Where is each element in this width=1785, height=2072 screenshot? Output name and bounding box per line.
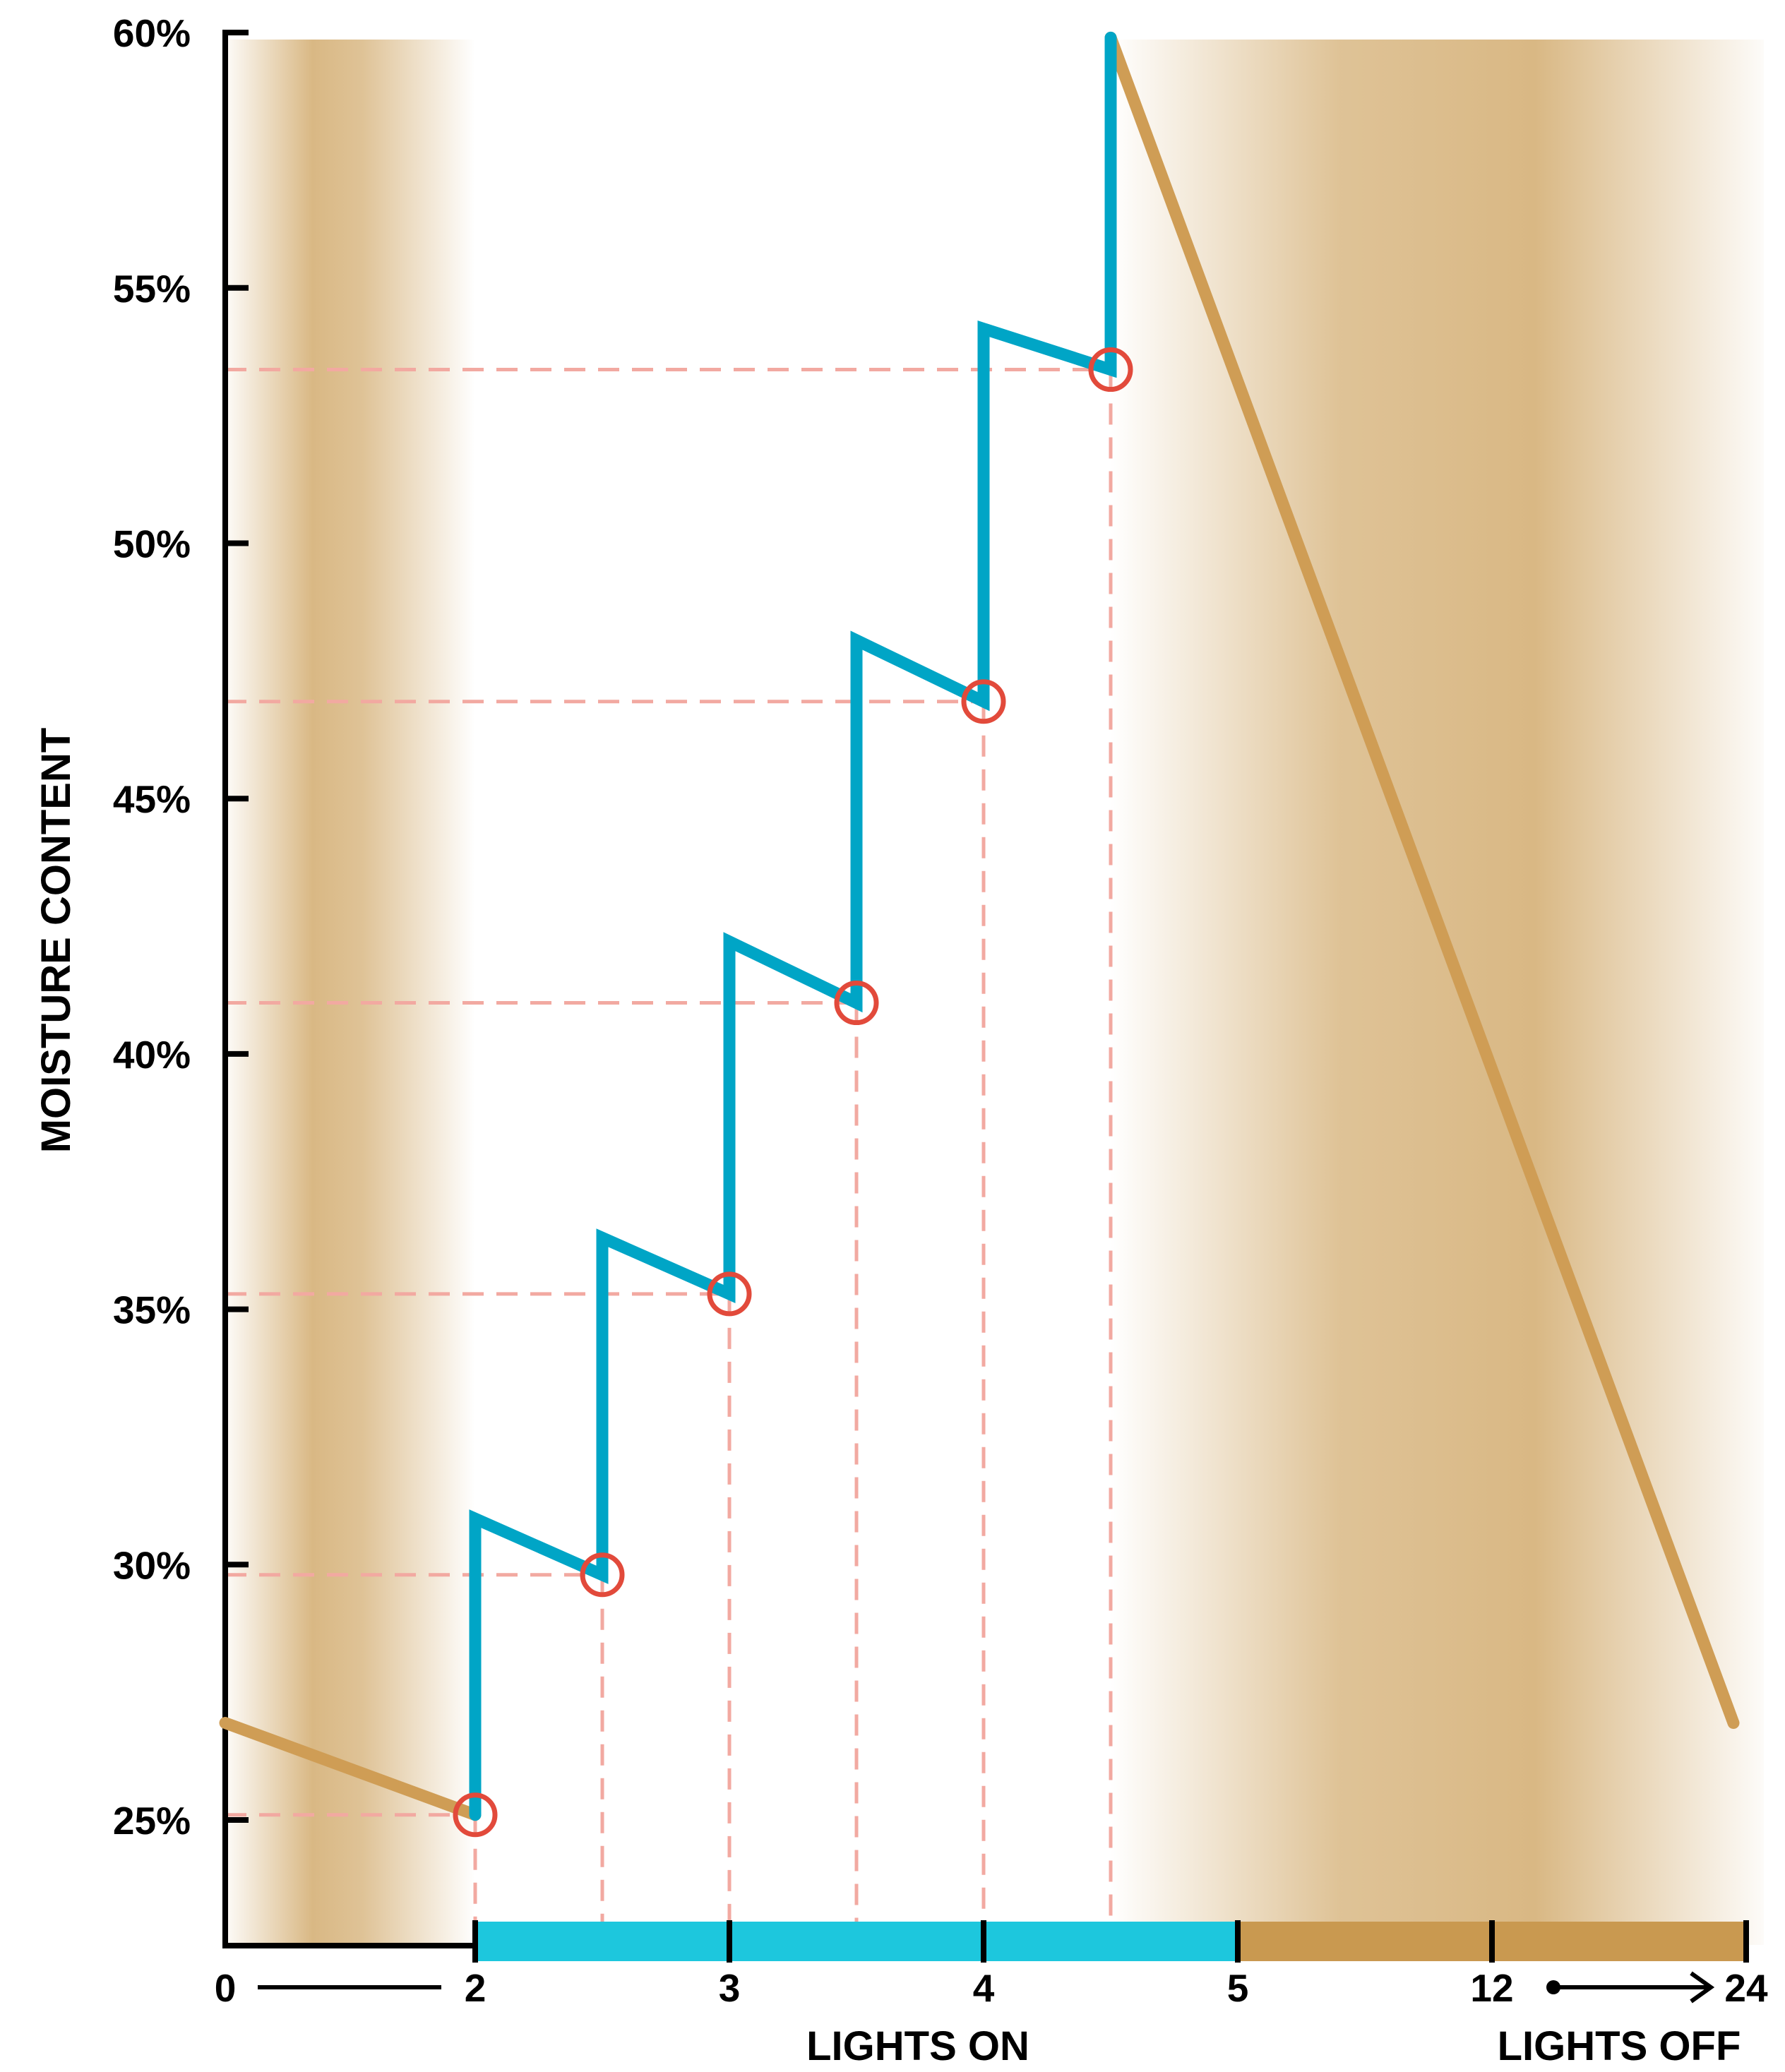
irrigation-line: [469, 31, 1117, 1821]
lights-on-bar: [475, 1922, 1238, 1961]
y-tick-label-3: 40%: [113, 1033, 191, 1077]
drying-line-after: [1104, 31, 1740, 1730]
lights-off-shading: [225, 40, 1764, 1945]
period-bars: [475, 1922, 1746, 1961]
sample-point-marker-3: [834, 981, 879, 1026]
y-tick-label-6: 55%: [113, 267, 191, 311]
x-tick-label-3: 4: [973, 1966, 995, 2010]
series: [219, 31, 1740, 1821]
x-tick-label-6: 24: [1724, 1966, 1768, 2010]
y-tick-label-5: 50%: [113, 522, 191, 566]
x-tick-label-4: 5: [1227, 1966, 1249, 2010]
lights-off-label: LIGHTS OFF: [1498, 2023, 1741, 2069]
y-tick-label-0: 25%: [113, 1799, 191, 1843]
shade-before-lights-on: [225, 40, 475, 1945]
x-tick-label-0: 0: [215, 1966, 237, 2010]
y-tick-label-4: 45%: [113, 777, 191, 821]
sample-point-marker-2: [707, 1271, 752, 1317]
x-tick-label-5: 12: [1470, 1966, 1513, 2010]
x-tick-label-1: 2: [465, 1966, 486, 2010]
y-tick-label-7: 60%: [113, 11, 191, 55]
axes: [222, 30, 1749, 2004]
x-axis-arrowhead: [1690, 1971, 1715, 2004]
y-tick-label-2: 35%: [113, 1288, 191, 1332]
x-tick-label-2: 3: [719, 1966, 741, 2010]
sample-point-marker-5: [1088, 347, 1133, 393]
y-tick-label-1: 30%: [113, 1543, 191, 1587]
shade-after-irrigation: [1111, 40, 1764, 1945]
sample-point-marker-4: [961, 679, 1006, 724]
lights-on-label: LIGHTS ON: [806, 2023, 1029, 2069]
sample-point-marker-1: [580, 1552, 625, 1598]
labels: MOISTURE CONTENT LIGHTS ON LIGHTS OFF 25…: [33, 11, 1768, 2069]
y-axis-title: MOISTURE CONTENT: [33, 728, 79, 1154]
drying-line-before: [219, 1717, 482, 1821]
sample-markers: [453, 347, 1133, 1838]
guide-lines: [225, 368, 1113, 1945]
sample-point-marker-0: [453, 1792, 498, 1838]
